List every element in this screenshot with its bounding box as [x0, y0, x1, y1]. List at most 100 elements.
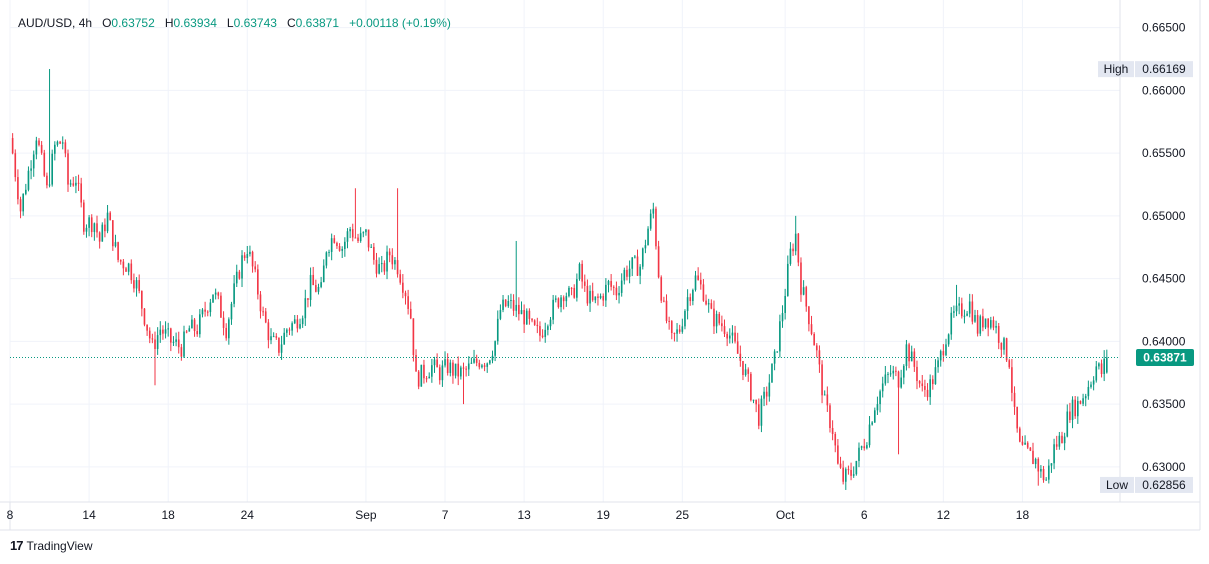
candle — [539, 321, 541, 342]
candle-body — [779, 321, 781, 352]
candle-body — [657, 246, 660, 278]
candle — [726, 331, 728, 347]
candle — [196, 324, 199, 337]
candle — [583, 274, 586, 292]
candle-body — [908, 344, 910, 362]
candle-body — [14, 153, 17, 178]
candle-body — [307, 298, 309, 300]
candle — [156, 327, 159, 355]
candle-body — [11, 138, 14, 154]
last-price-label: 0.63871 — [1143, 351, 1187, 365]
candle — [549, 316, 552, 331]
candle-body — [225, 327, 228, 339]
candle — [739, 345, 742, 367]
candle — [246, 245, 249, 264]
candle-body — [713, 308, 715, 327]
candle-body — [164, 329, 167, 334]
candle-body — [1053, 444, 1055, 464]
candle-body — [515, 304, 518, 311]
candle — [38, 138, 40, 147]
candle-body — [982, 316, 984, 328]
candle-body — [90, 217, 93, 233]
candle-body — [59, 141, 61, 144]
candle — [655, 206, 657, 250]
candle-body — [773, 351, 776, 364]
candle-body — [38, 140, 40, 145]
candle — [831, 420, 834, 441]
candle-body — [183, 331, 185, 357]
candle-body — [101, 224, 104, 242]
candle-body — [46, 175, 48, 186]
candle-body — [826, 394, 829, 406]
candle — [457, 356, 460, 386]
symbol-name[interactable]: AUD/USD — [18, 16, 73, 30]
candle — [162, 325, 164, 340]
candle-body — [338, 246, 341, 251]
candle-body — [902, 365, 905, 378]
candle-body — [351, 229, 354, 238]
candle-body — [96, 223, 98, 233]
candle-body — [428, 376, 431, 379]
candle-body — [156, 335, 159, 349]
candle-body — [206, 311, 209, 313]
candle — [552, 294, 554, 325]
candle — [193, 317, 196, 337]
time-tick-label: 6 — [861, 508, 868, 522]
candle — [154, 331, 156, 386]
candle — [668, 316, 670, 330]
low-value-legend: 0.63743 — [233, 16, 277, 30]
candle-body — [69, 183, 72, 185]
tradingview-logo[interactable]: 17 TradingView — [10, 538, 93, 553]
candle-body — [1047, 465, 1050, 480]
candle-body — [591, 290, 594, 301]
candle — [344, 237, 346, 257]
candle-body — [863, 446, 866, 449]
candle-body — [204, 309, 206, 312]
candle — [1063, 432, 1066, 451]
candle — [987, 318, 989, 337]
candle — [541, 329, 544, 339]
candle — [786, 255, 789, 297]
candle-body — [404, 292, 407, 297]
candle — [615, 281, 618, 301]
candle — [710, 299, 713, 310]
candle-body — [705, 300, 707, 305]
candle — [684, 309, 686, 330]
candle — [370, 244, 373, 248]
candle-body — [520, 310, 523, 315]
candle — [325, 251, 328, 269]
change-value: +0.00118 — [349, 16, 399, 30]
candle-body — [699, 279, 702, 285]
candle — [357, 233, 359, 244]
candle — [452, 359, 454, 384]
candle-body — [467, 363, 470, 370]
candle-body — [586, 285, 589, 304]
price-axis[interactable]: 0.63000 0.63500 0.64000 0.64500 0.65000 0.655… — [1142, 21, 1186, 474]
time-tick-label: 24 — [241, 508, 255, 522]
candle-body — [702, 284, 705, 301]
candle-body — [573, 287, 576, 298]
candle-body — [958, 303, 960, 306]
low-value: 0.62856 — [1142, 478, 1186, 492]
candle — [826, 386, 829, 412]
candle — [639, 264, 641, 285]
time-axis[interactable]: 8 14 18 24 Sep 7 13 19 25 Oct 6 12 18 — [7, 508, 1030, 522]
candle-body — [441, 365, 444, 381]
candle-body — [557, 298, 560, 308]
candle-body — [365, 229, 367, 233]
candle — [373, 243, 375, 265]
candle — [665, 294, 668, 324]
candle-body — [692, 289, 694, 302]
candle-body — [858, 447, 860, 461]
symbol-legend: AUD/USD, 4h O0.63752 H0.63934 L0.63743 C… — [18, 16, 451, 30]
candle-body — [644, 245, 647, 249]
candle — [499, 304, 502, 321]
candle — [346, 228, 349, 249]
candle-body — [146, 324, 148, 331]
interval-label[interactable]: 4h — [78, 16, 93, 30]
candle-body — [873, 410, 876, 423]
time-tick-label: 18 — [162, 508, 176, 522]
candle-body — [815, 345, 818, 351]
candle — [525, 308, 528, 325]
